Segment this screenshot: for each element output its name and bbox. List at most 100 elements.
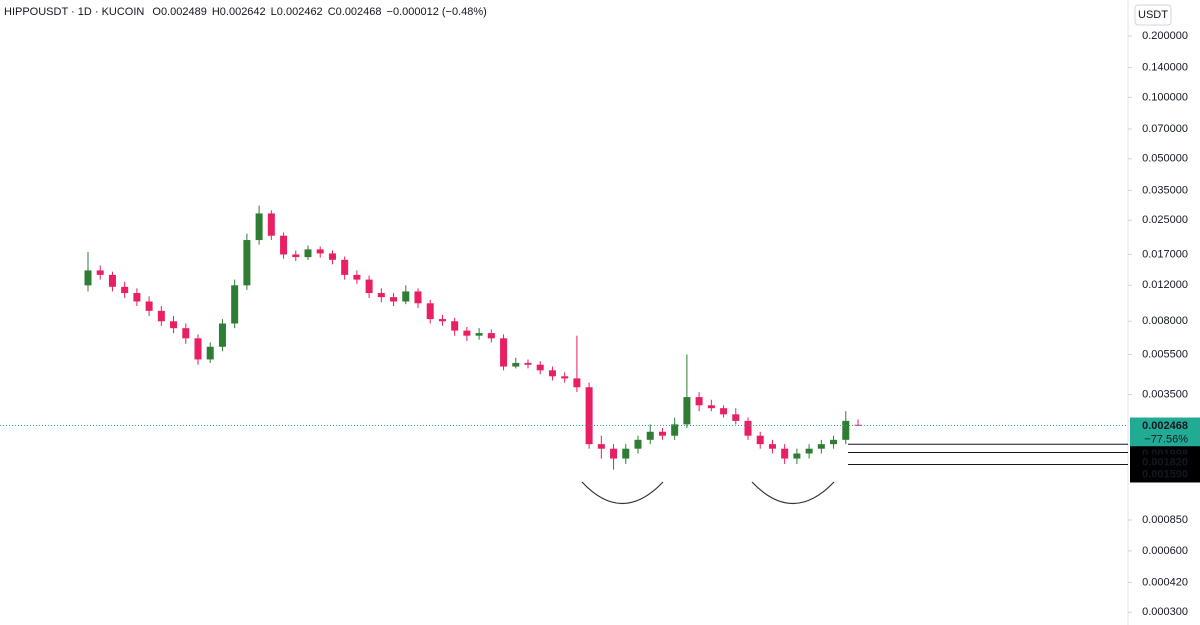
y-tick-label: 0.012000	[1142, 279, 1188, 291]
candle-body	[243, 240, 251, 286]
candle-body	[206, 346, 214, 360]
candle-body	[292, 254, 300, 258]
candle-body	[108, 274, 116, 287]
currency: USDT	[1138, 9, 1168, 21]
candle-body	[365, 279, 373, 294]
candle-body	[267, 213, 275, 236]
candle-body	[573, 378, 581, 388]
y-tick-label: 0.005500	[1142, 348, 1188, 360]
candle-body	[353, 274, 361, 280]
y-tick-label: 0.025000	[1142, 214, 1188, 226]
cup-drawing	[751, 481, 835, 504]
candle-body	[157, 310, 165, 322]
candle-body	[426, 303, 434, 320]
ohlc-value: 0.002642	[220, 6, 266, 18]
candle-body	[231, 285, 239, 324]
candle-body	[610, 448, 618, 459]
y-tick-label: 0.000850	[1142, 514, 1188, 526]
candle-body	[683, 397, 691, 425]
y-tick-label: 0.008000	[1142, 315, 1188, 327]
cup-drawing	[581, 481, 664, 504]
level-label: 0.001590	[1142, 468, 1188, 480]
candle-body	[377, 293, 385, 298]
candle-body	[842, 420, 850, 440]
ohlc-key: L	[271, 6, 277, 18]
candle-body	[170, 321, 178, 329]
candle-body	[768, 444, 776, 449]
level-box	[1130, 466, 1200, 483]
y-tick-label: 0.050000	[1142, 153, 1188, 165]
candle-body	[218, 323, 226, 347]
candle-body	[781, 448, 789, 459]
candle-body	[548, 370, 556, 377]
y-tick-label: 0.100000	[1142, 91, 1188, 103]
candle-body	[793, 453, 801, 459]
candle-body	[500, 338, 508, 367]
candle-body	[328, 253, 336, 260]
level-label: 0.001820	[1142, 456, 1188, 468]
candle-body	[830, 439, 838, 445]
candle-body	[145, 301, 153, 311]
ohlc-key: C	[328, 6, 336, 18]
y-tick-label: 0.003500	[1142, 388, 1188, 400]
candle-body	[732, 414, 740, 421]
symbol: HIPPOUSDT · 1D · KUCOIN	[4, 6, 144, 18]
last-price-label: 0.002468	[1142, 420, 1188, 432]
candle-body	[463, 330, 471, 336]
candle-body	[133, 293, 141, 302]
candle-body	[805, 448, 813, 454]
y-tick-label: 0.200000	[1142, 30, 1188, 42]
ohlc-key: H	[212, 6, 220, 18]
candle-body	[585, 387, 593, 445]
y-tick-label: 0.070000	[1142, 123, 1188, 135]
last-price-box	[1130, 417, 1200, 448]
candle-body	[817, 444, 825, 449]
candle-body	[96, 270, 104, 275]
y-tick-label: 0.000420	[1142, 576, 1188, 588]
candle-body	[597, 444, 605, 449]
candle-body	[524, 362, 532, 365]
candle-body	[707, 405, 715, 409]
candle-body	[414, 291, 422, 304]
ohlc-value: 0.002462	[277, 6, 323, 18]
candle-body	[744, 420, 752, 436]
candle-body	[182, 328, 190, 339]
candle-body	[402, 291, 410, 302]
last-price-change: −77.56%	[1144, 433, 1188, 445]
y-tick-label: 0.035000	[1142, 184, 1188, 196]
candle-body	[84, 270, 92, 286]
candle-body	[536, 364, 544, 371]
candle-body	[280, 235, 288, 255]
ohlc-value: 0.002468	[336, 6, 382, 18]
header: HIPPOUSDT · 1D · KUCOIN O 0.002489 H 0.0026…	[4, 6, 487, 18]
currency-box[interactable]	[1134, 4, 1172, 26]
candle-body	[304, 249, 312, 258]
candle-body	[475, 333, 483, 336]
candle-body	[390, 297, 398, 302]
y-tick-label: 0.017000	[1142, 248, 1188, 260]
candle-body	[695, 397, 703, 406]
y-tick-label: 0.000300	[1142, 606, 1188, 618]
candle-body	[438, 319, 446, 322]
candle-body	[561, 376, 569, 379]
candle-body	[194, 338, 202, 360]
candle-body	[512, 362, 520, 367]
candle-body	[316, 249, 324, 254]
candle-body	[255, 213, 263, 241]
candle-body	[671, 424, 679, 436]
candle-body	[451, 321, 459, 331]
change: −0.000012 (−0.48%)	[387, 6, 487, 18]
candle-body	[634, 439, 642, 449]
candle-body	[121, 286, 129, 294]
ohlc-value: 0.002489	[161, 6, 207, 18]
candle-body	[622, 448, 630, 459]
candle-body	[720, 408, 728, 415]
ohlc-key: O	[152, 6, 161, 18]
candle-body	[487, 333, 495, 339]
candle-body	[756, 435, 764, 445]
y-tick-label: 0.140000	[1142, 61, 1188, 73]
candle-body	[341, 259, 349, 275]
candle-body	[646, 431, 654, 440]
